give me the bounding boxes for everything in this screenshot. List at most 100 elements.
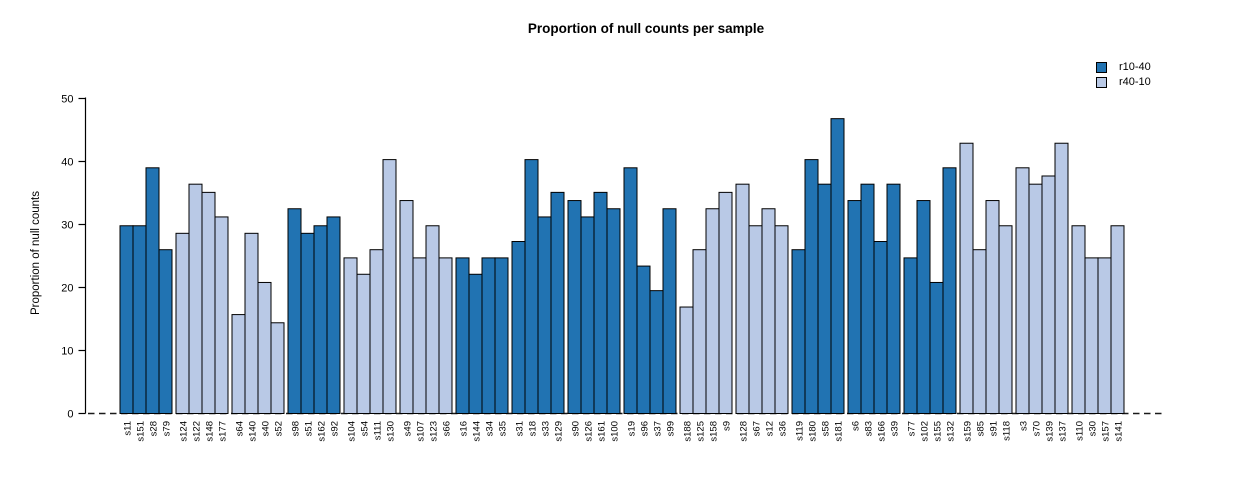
bar-s157	[1097, 257, 1112, 415]
bar-s16	[455, 257, 470, 415]
x-label-s118: s118	[1002, 421, 1013, 441]
x-label-s18: s18	[528, 421, 539, 436]
x-label-s90: s90	[571, 421, 582, 436]
y-tick-label-10: 10	[61, 346, 73, 358]
bar-s58	[817, 183, 832, 414]
bar-s126	[580, 216, 595, 414]
bar-s141	[1110, 225, 1125, 414]
bar-s91	[985, 200, 1000, 414]
x-label-s91: s91	[989, 421, 1000, 436]
x-label-s19: s19	[627, 421, 638, 436]
x-label-s77: s77	[907, 421, 918, 436]
bar-s51	[300, 232, 315, 414]
bar-s144	[468, 273, 483, 414]
x-label-s159: s159	[963, 421, 974, 442]
bar-s188	[679, 306, 694, 414]
x-label-s102: s102	[920, 421, 931, 442]
y-tick-label-40: 40	[61, 157, 73, 169]
bar-s177	[214, 216, 229, 414]
bar-s35	[494, 257, 509, 415]
bar-s155	[929, 281, 944, 414]
y-tick-label-20: 20	[61, 283, 73, 295]
bar-s102	[916, 200, 931, 414]
x-label-s110: s110	[1075, 421, 1086, 441]
x-label-s30: s30	[1088, 421, 1099, 436]
x-label-s141: s141	[1114, 421, 1125, 442]
x-label-s157: s157	[1101, 421, 1112, 442]
x-label-s128: s128	[739, 421, 750, 442]
x-label-s129: s129	[554, 421, 565, 442]
bar-s54	[356, 273, 371, 414]
bar-s180	[804, 159, 819, 414]
x-label-s40: s40	[261, 421, 272, 436]
bar-s130	[382, 159, 397, 414]
x-label-s151: s151	[136, 421, 147, 442]
bar-s123	[425, 225, 440, 414]
legend: r10-40 r40-10	[1096, 60, 1151, 90]
bar-s64	[231, 314, 246, 414]
x-label-s104: s104	[347, 421, 358, 442]
bar-s128	[735, 183, 750, 414]
bar-s11	[119, 225, 134, 414]
x-label-s36: s36	[778, 421, 789, 436]
bar-s111	[369, 249, 384, 414]
x-label-s31: s31	[515, 421, 526, 436]
y-tick-label-0: 0	[67, 409, 73, 421]
bar-s161	[593, 191, 608, 414]
x-label-s92: s92	[330, 421, 341, 436]
bar-s77	[903, 257, 918, 415]
x-label-s144: s144	[472, 421, 483, 442]
x-label-s66: s66	[442, 421, 453, 436]
x-label-s125: s125	[696, 421, 707, 442]
bar-s137	[1054, 142, 1069, 414]
x-label-s124: s124	[179, 421, 190, 442]
bar-s18	[524, 159, 539, 414]
x-label-s158: s158	[709, 421, 720, 442]
x-label-s12: s12	[765, 421, 776, 436]
chart-title: Proportion of null counts per sample	[527, 21, 765, 36]
bar-s19	[623, 167, 638, 414]
x-label-s122: s122	[192, 421, 203, 442]
y-tick-label-30: 30	[61, 220, 73, 232]
x-label-s132: s132	[946, 421, 957, 442]
bar-s139	[1041, 175, 1056, 414]
bar-s34	[481, 257, 496, 415]
x-label-s51: s51	[304, 421, 315, 436]
bar-s36	[774, 225, 789, 414]
bar-s125	[692, 249, 707, 414]
bar-s181	[830, 118, 845, 414]
bar-s158	[705, 208, 720, 414]
bar-s132	[942, 167, 957, 414]
x-label-s161: s161	[597, 421, 608, 442]
bar-s107	[412, 257, 427, 415]
bar-s66	[438, 257, 453, 415]
x-label-s119: s119	[795, 421, 806, 441]
bar-s33	[537, 216, 552, 414]
bar-s118	[998, 225, 1013, 414]
bar-s37	[649, 290, 664, 414]
x-label-s181: s181	[834, 421, 845, 442]
x-label-s64: s64	[235, 421, 246, 436]
legend-swatch-r40-10-icon	[1096, 77, 1107, 88]
bar-s70	[1028, 183, 1043, 414]
bar-s98	[287, 208, 302, 414]
bar-s129	[550, 191, 565, 414]
bar-s122	[188, 183, 203, 414]
bar-s9	[718, 191, 733, 414]
x-label-s130: s130	[386, 421, 397, 442]
x-label-s3: s3	[1019, 421, 1030, 431]
bar-s90	[567, 200, 582, 414]
bar-s162	[313, 225, 328, 414]
bar-s92	[326, 216, 341, 414]
x-label-s34: s34	[485, 421, 496, 436]
x-label-s126: s126	[584, 421, 595, 442]
x-label-s28: s28	[149, 421, 160, 436]
x-label-s16: s16	[459, 421, 470, 436]
bar-s3	[1015, 167, 1030, 414]
bar-s159	[959, 142, 974, 414]
x-label-s54: s54	[360, 421, 371, 436]
x-label-s52: s52	[274, 421, 285, 436]
x-label-s123: s123	[429, 421, 440, 442]
